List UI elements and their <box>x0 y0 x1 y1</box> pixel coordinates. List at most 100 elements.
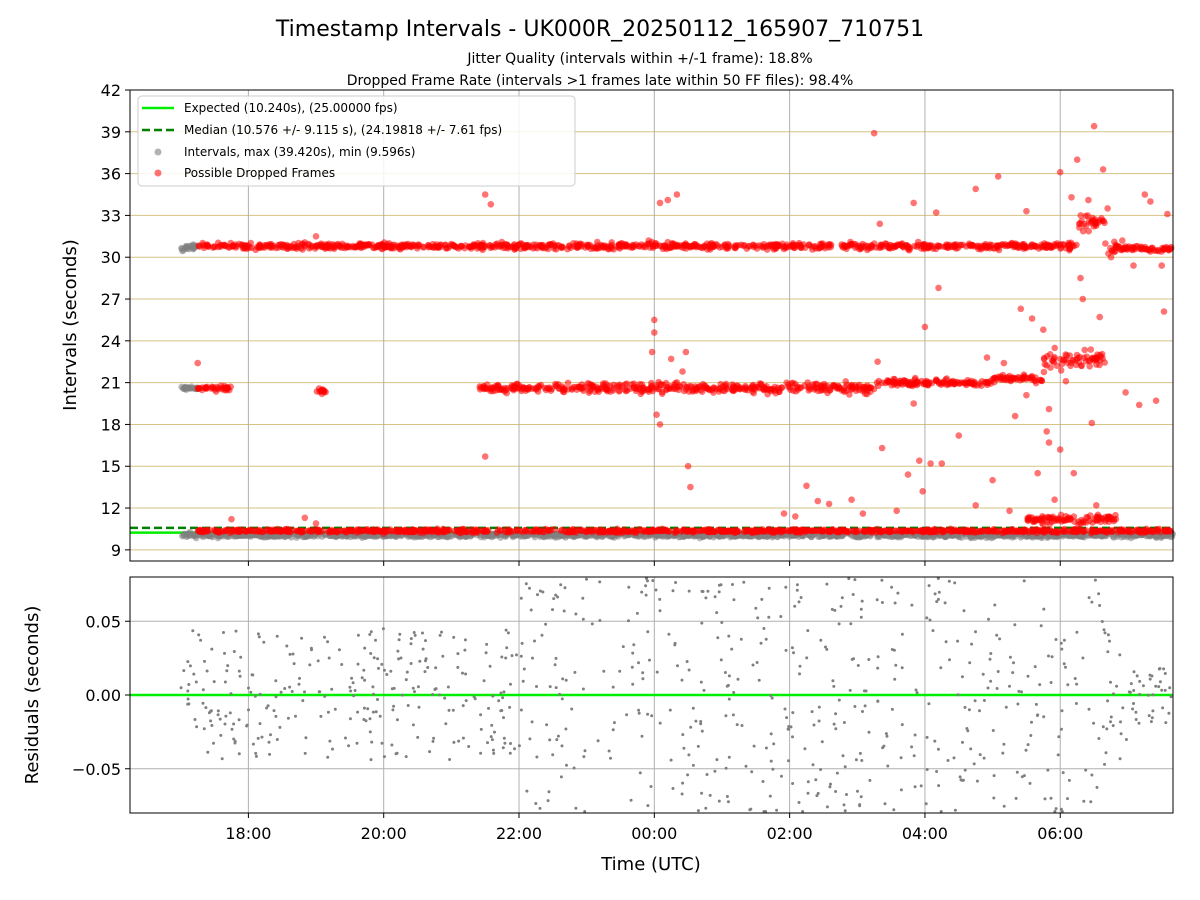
dropped-frame-point <box>1028 315 1036 322</box>
dropped-frame-point <box>780 510 788 517</box>
dropped-frame-point <box>851 382 859 389</box>
dropped-frame-point <box>731 386 738 394</box>
dropped-frame-point <box>282 242 289 250</box>
residual-point <box>1060 709 1064 713</box>
dropped-frame-point <box>692 387 700 395</box>
dropped-frame-point <box>224 526 231 533</box>
residual-point <box>727 674 731 678</box>
dropped-frame-point <box>215 384 223 392</box>
residual-point <box>998 637 1002 641</box>
residual-point <box>1061 771 1065 775</box>
residual-point <box>967 708 971 712</box>
y-tick-label: 21 <box>101 374 121 393</box>
dropped-frame-point <box>663 385 671 393</box>
residual-point <box>437 693 441 697</box>
residual-point <box>892 808 896 812</box>
residual-point <box>230 727 234 731</box>
residual-point <box>463 648 467 652</box>
dropped-frame-point <box>1103 528 1110 535</box>
dropped-frame-point <box>1093 514 1100 521</box>
dropped-frame-point <box>1057 367 1065 374</box>
dropped-frame-point <box>194 385 202 393</box>
residual-point <box>441 654 445 658</box>
dropped-frame-point <box>1116 527 1124 535</box>
residual-point <box>371 685 375 689</box>
residual-point <box>581 617 585 621</box>
residual-point <box>493 730 496 734</box>
residual-point <box>968 661 972 665</box>
residual-point <box>740 724 744 727</box>
y-tick-label: 36 <box>101 165 121 184</box>
residual-point <box>744 764 748 768</box>
residual-point <box>1074 702 1078 705</box>
residual-point <box>937 784 941 788</box>
residual-point <box>830 607 834 611</box>
dropped-frame-point <box>1010 375 1018 382</box>
residual-point <box>1042 715 1046 719</box>
residual-point <box>1030 720 1033 724</box>
dropped-frame-point <box>752 527 759 534</box>
residual-point <box>952 756 956 760</box>
residual-point <box>368 717 372 721</box>
dropped-frame-point <box>890 527 898 535</box>
dropped-frame-point <box>916 457 923 465</box>
dropped-frame-point <box>825 500 833 508</box>
residual-point <box>413 690 416 694</box>
residual-point <box>210 647 214 651</box>
residual-point <box>779 615 783 618</box>
dropped-frame-point <box>584 243 591 250</box>
residual-point <box>347 744 351 748</box>
residual-point <box>502 736 506 740</box>
residual-point <box>560 697 564 701</box>
dropped-frame-point <box>1056 446 1064 453</box>
residual-point <box>585 577 588 581</box>
dropped-frame-point <box>748 382 756 390</box>
residual-point <box>767 586 771 590</box>
residual-point <box>452 740 456 744</box>
dropped-frame-point <box>1051 354 1058 361</box>
dropped-frame-point <box>770 528 778 535</box>
dropped-frame-point <box>921 241 929 248</box>
dropped-frame-point <box>1021 242 1029 250</box>
residual-point <box>1090 773 1094 777</box>
residual-point <box>491 748 495 752</box>
dropped-frame-point <box>1152 397 1160 405</box>
residual-point <box>1057 735 1061 739</box>
residual-point <box>825 647 829 651</box>
residual-point <box>297 682 301 686</box>
dropped-frame-point <box>914 527 922 535</box>
residual-point <box>1004 705 1008 709</box>
residual-point <box>209 709 213 713</box>
y-tick-label: 42 <box>101 81 121 100</box>
dropped-frame-point <box>974 528 982 535</box>
residual-point <box>996 670 1000 673</box>
dropped-frame-point <box>716 386 723 393</box>
dropped-frame-point <box>1119 245 1127 252</box>
dropped-frame-point <box>907 527 915 535</box>
residual-point <box>611 685 615 689</box>
residual-point <box>937 590 941 594</box>
dropped-frame-point <box>1136 528 1143 535</box>
residual-point <box>362 668 366 672</box>
dropped-frame-point <box>222 242 230 250</box>
dropped-frame-point <box>202 385 210 392</box>
dropped-frame-point <box>274 244 282 251</box>
residual-point <box>816 791 820 795</box>
dropped-frame-point <box>1093 502 1100 509</box>
residual-point <box>413 633 417 637</box>
residual-point <box>795 583 799 587</box>
dropped-frame-point <box>1078 217 1085 225</box>
residual-point <box>1062 638 1066 642</box>
residual-point <box>509 682 512 686</box>
residual-point <box>786 727 790 731</box>
dropped-frame-point <box>652 240 660 247</box>
residual-point <box>220 757 224 761</box>
residual-point <box>405 670 409 674</box>
residual-point <box>301 699 305 703</box>
residual-point <box>318 690 322 694</box>
dropped-frame-point <box>356 243 363 250</box>
residual-point <box>426 666 430 669</box>
residual-point <box>1059 807 1063 811</box>
dropped-frame-point <box>1087 346 1095 353</box>
